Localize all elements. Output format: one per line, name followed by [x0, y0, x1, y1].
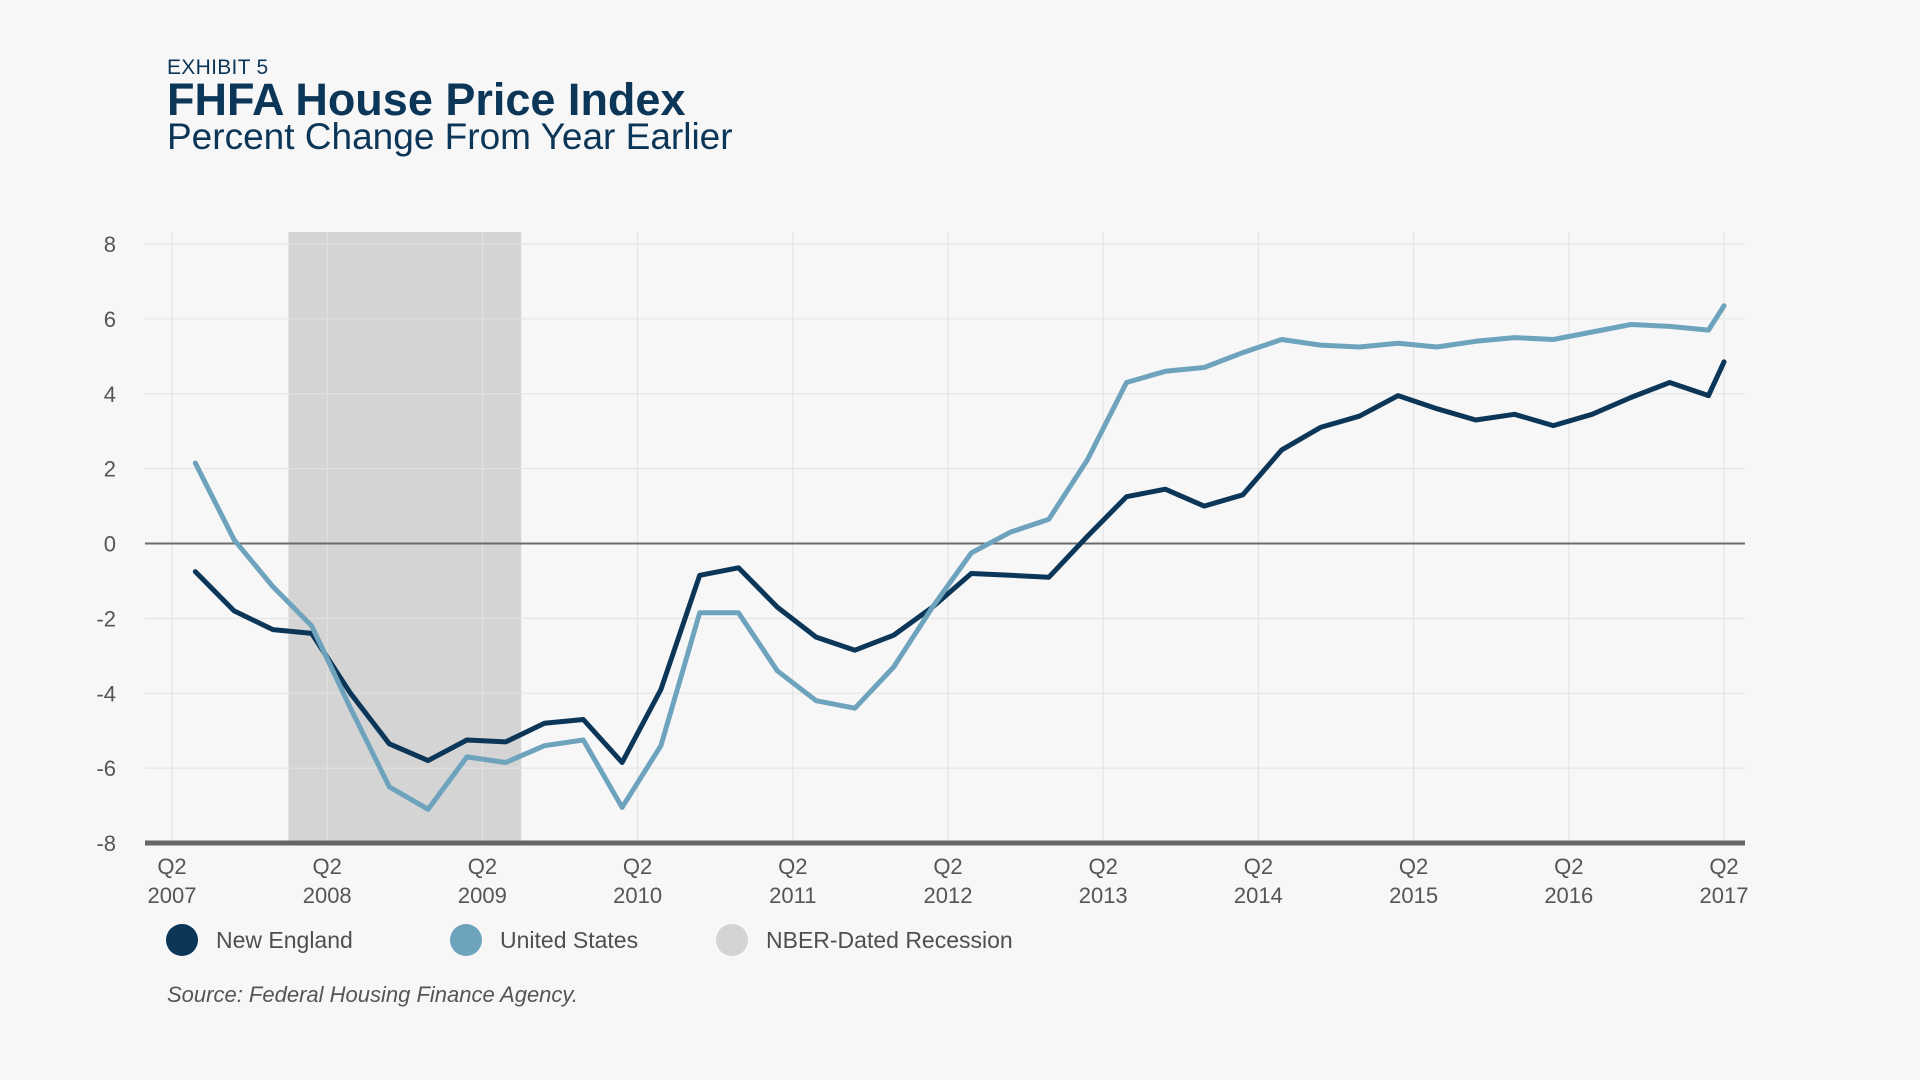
x-tick-label-year: 2010	[613, 883, 662, 908]
x-tick-label-year: 2017	[1700, 883, 1749, 908]
x-tick-label-quarter: Q2	[1399, 854, 1428, 879]
y-tick-label: 6	[104, 307, 116, 332]
chart-subtitle: Percent Change From Year Earlier	[167, 116, 733, 157]
x-tick-label-year: 2011	[769, 883, 816, 908]
x-tick-label-year: 2007	[148, 883, 197, 908]
x-tick-label-quarter: Q2	[933, 854, 962, 879]
legend-label-united-states: United States	[500, 926, 639, 953]
x-tick-label-quarter: Q2	[1089, 854, 1118, 879]
x-tick-label-quarter: Q2	[1244, 854, 1273, 879]
series-line-new-england	[192, 359, 1727, 765]
legend-item-united-states: United States	[450, 924, 716, 956]
chart-title: FHFA House Price Index	[167, 74, 686, 125]
legend-swatch-recession	[716, 924, 748, 956]
x-tick-label-quarter: Q2	[157, 854, 186, 879]
x-tick-label-year: 2009	[458, 883, 507, 908]
x-tick-label-quarter: Q2	[778, 854, 807, 879]
y-tick-label: -2	[96, 606, 116, 631]
x-tick-label-year: 2016	[1544, 883, 1593, 908]
legend-swatch-new-england	[166, 924, 198, 956]
y-tick-label: 0	[104, 532, 116, 557]
y-tick-label: -6	[96, 756, 116, 781]
x-tick-label-year: 2008	[303, 883, 352, 908]
y-tick-label: 8	[104, 232, 116, 257]
legend-item-recession: NBER-Dated Recession	[716, 924, 1013, 956]
x-tick-label-year: 2014	[1234, 883, 1283, 908]
x-tick-label-quarter: Q2	[313, 854, 342, 879]
legend: New England United States NBER-Dated Rec…	[166, 920, 1013, 960]
y-tick-label: -8	[96, 831, 116, 856]
x-tick-label-quarter: Q2	[1554, 854, 1583, 879]
x-tick-label-quarter: Q2	[623, 854, 652, 879]
x-tick-label-year: 2012	[924, 883, 973, 908]
legend-item-new-england: New England	[166, 924, 450, 956]
y-tick-label: -4	[96, 681, 116, 706]
legend-swatch-united-states	[450, 924, 482, 956]
y-tick-label: 2	[104, 457, 116, 482]
source-note: Source: Federal Housing Finance Agency.	[167, 982, 578, 1007]
y-tick-label: 4	[104, 382, 116, 407]
series-line-united-states	[192, 303, 1727, 812]
x-tick-label-quarter: Q2	[468, 854, 497, 879]
x-tick-label-quarter: Q2	[1709, 854, 1738, 879]
legend-label-new-england: New England	[216, 926, 353, 953]
x-tick-label-year: 2015	[1389, 883, 1438, 908]
x-tick-label-year: 2013	[1079, 883, 1128, 908]
exhibit-label: EXHIBIT 5	[167, 56, 269, 79]
legend-label-recession: NBER-Dated Recession	[766, 926, 1013, 953]
